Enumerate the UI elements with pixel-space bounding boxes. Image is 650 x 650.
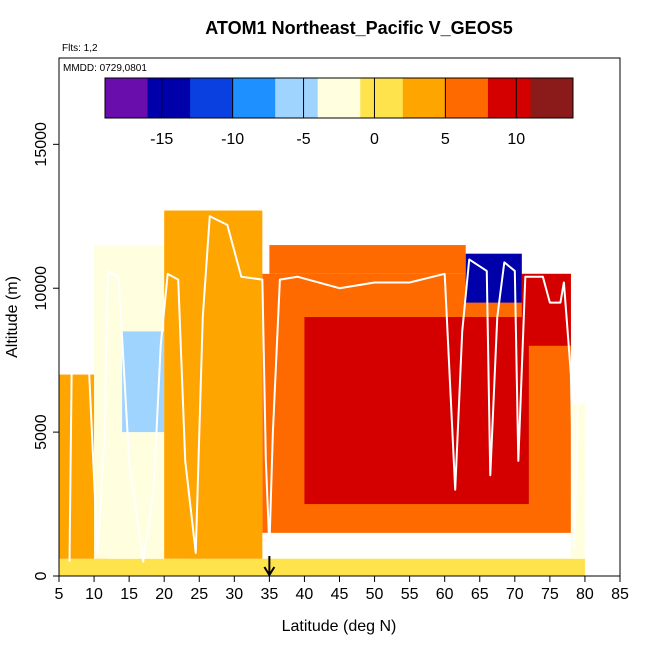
x-axis-label: Latitude (deg N) [282,618,397,635]
y-tick-label: 0 [33,571,50,580]
dates-label: MMDD: 0729,0801 [63,63,147,74]
x-tick-label: 5 [55,586,64,603]
x-tick-label: 40 [296,586,314,603]
x-tick-label: 65 [471,586,489,603]
heatmap-cell [164,210,263,559]
colorbar-tick-label: -15 [150,131,173,148]
colorbar-swatch [402,78,446,118]
y-tick-label: 15000 [33,122,50,167]
x-tick-label: 15 [120,586,138,603]
y-axis-label: Altitude (m) [4,276,21,358]
y-tick-label: 5000 [33,414,50,450]
colorbar-swatch [232,78,276,118]
heatmap-cell [269,245,466,274]
y-axis: 0 5000 10000 15000 [33,122,59,580]
colorbar-swatch [147,78,191,118]
colorbar-swatch [487,78,531,118]
colorbar-tick-label: 0 [370,131,379,148]
x-tick-label: 30 [225,586,243,603]
x-axis: 5 10 15 20 25 30 35 40 45 50 55 60 65 70 75 80 85 [55,576,629,603]
colorbar-tick-label: 5 [441,131,450,148]
x-tick-label: 70 [506,586,524,603]
colorbar-tick-label: -5 [296,131,310,148]
x-tick-label: 80 [576,586,594,603]
colorbar: -15 -10 -5 0 5 10 [104,77,574,148]
colorbar-swatch [275,78,319,118]
x-tick-label: 55 [401,586,419,603]
x-tick-label: 60 [436,586,454,603]
x-tick-label: 45 [331,586,349,603]
colorbar-swatch [445,78,489,118]
x-tick-label: 25 [190,586,208,603]
colorbar-swatch [190,78,234,118]
x-tick-label: 75 [541,586,559,603]
colorbar-swatch [317,78,361,118]
latitude-marker-arrow [263,556,276,577]
flight-track [68,215,581,563]
plot-area [59,210,585,576]
colorbar-frame [104,77,574,119]
colorbar-swatch [105,78,149,118]
x-tick-label: 35 [260,586,278,603]
colorbar-tick-label: -10 [221,131,244,148]
heatmap-cell [59,558,585,576]
colorbar-tick-label: 10 [507,131,525,148]
colorbar-swatch [530,78,574,118]
marker-head [263,566,276,577]
heatmap-cell [409,317,480,490]
heatmap-cell [465,253,522,303]
flights-label: Flts: 1,2 [62,43,98,54]
x-tick-label: 50 [366,586,384,603]
colorbar-swatch [360,78,404,118]
y-tick-label: 10000 [33,266,50,311]
chart-title: ATOM1 Northeast_Pacific V_GEOS5 [205,18,512,38]
x-tick-label: 20 [155,586,173,603]
x-tick-label: 85 [611,586,629,603]
x-tick-label: 10 [85,586,103,603]
